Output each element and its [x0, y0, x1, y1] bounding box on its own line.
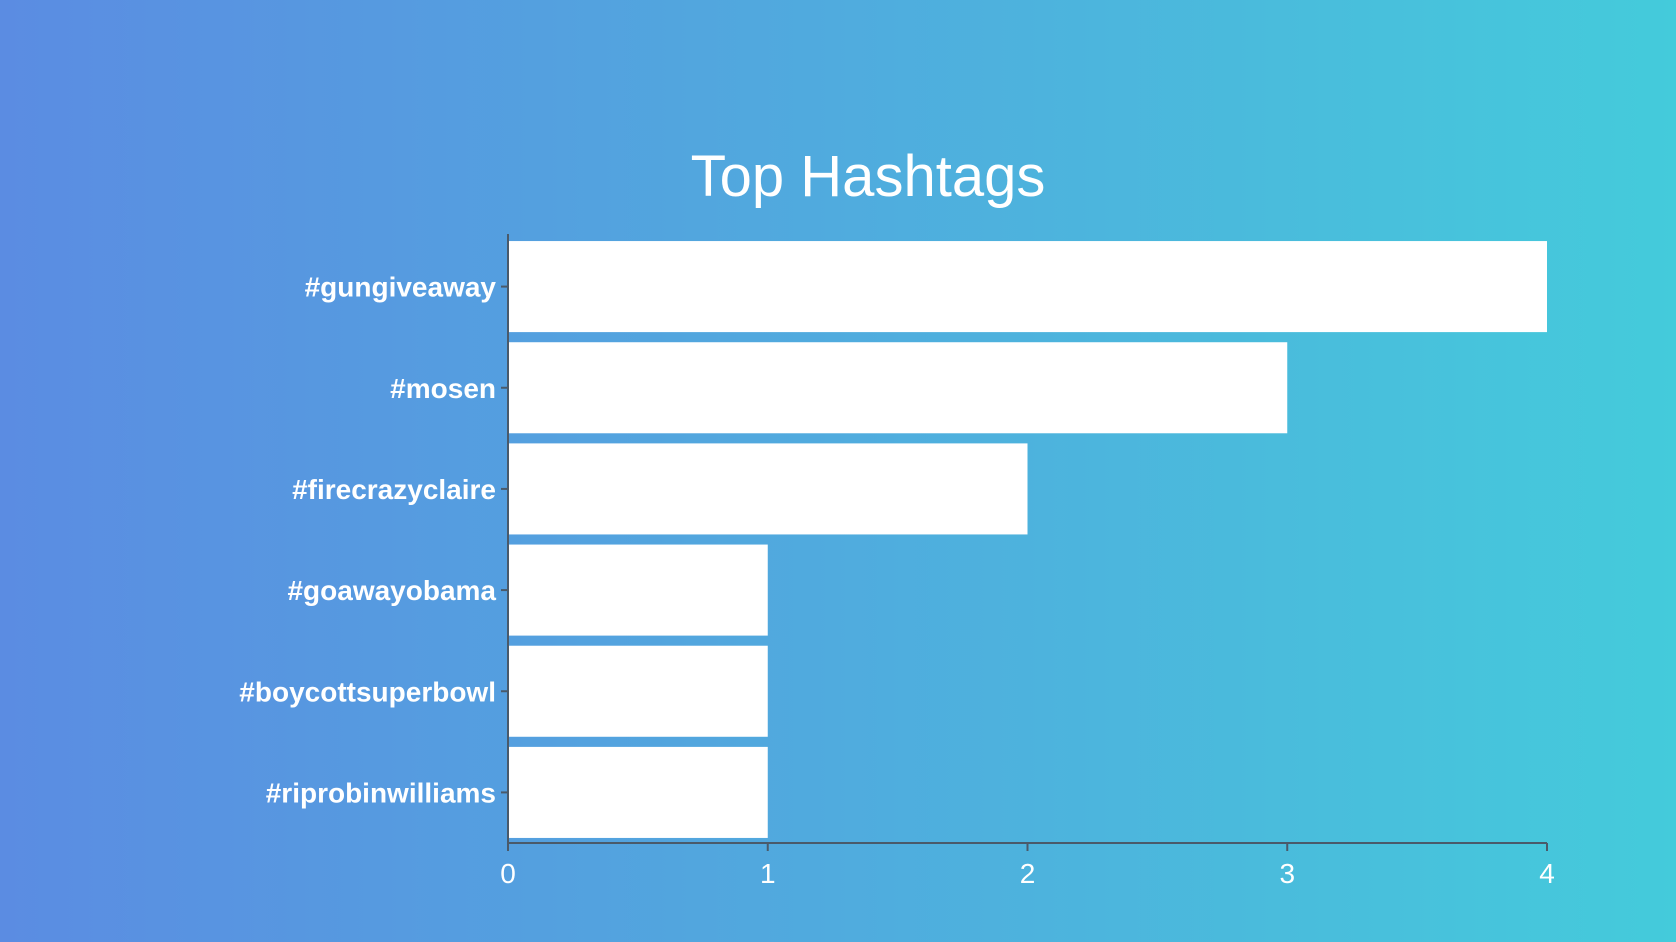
bar: [508, 241, 1547, 333]
bar: [508, 342, 1288, 434]
x-axis: 0 1 2 3 4: [500, 842, 1555, 889]
x-tick-label: 0: [500, 858, 516, 889]
bar: [508, 544, 768, 636]
y-axis: #gungiveaway #mosen #firecrazyclaire #goawa…: [239, 234, 509, 843]
bar: [508, 645, 768, 737]
y-tick-label: #riprobinwilliams: [266, 777, 496, 808]
bar: [508, 746, 768, 838]
x-tick-label: 1: [760, 858, 776, 889]
y-tick-label: #goawayobama: [287, 575, 496, 606]
x-tick-label: 2: [1020, 858, 1036, 889]
y-tick-label: #boycottsuperbowl: [239, 676, 496, 707]
y-tick-label: #gungiveaway: [305, 272, 497, 303]
bar: [508, 443, 1028, 535]
y-tick-label: #mosen: [390, 373, 496, 404]
bars-group: [508, 241, 1547, 838]
x-tick-label: 3: [1279, 858, 1295, 889]
chart-title: Top Hashtags: [691, 144, 1046, 209]
x-tick-label: 4: [1539, 858, 1555, 889]
y-tick-label: #firecrazyclaire: [292, 474, 496, 505]
